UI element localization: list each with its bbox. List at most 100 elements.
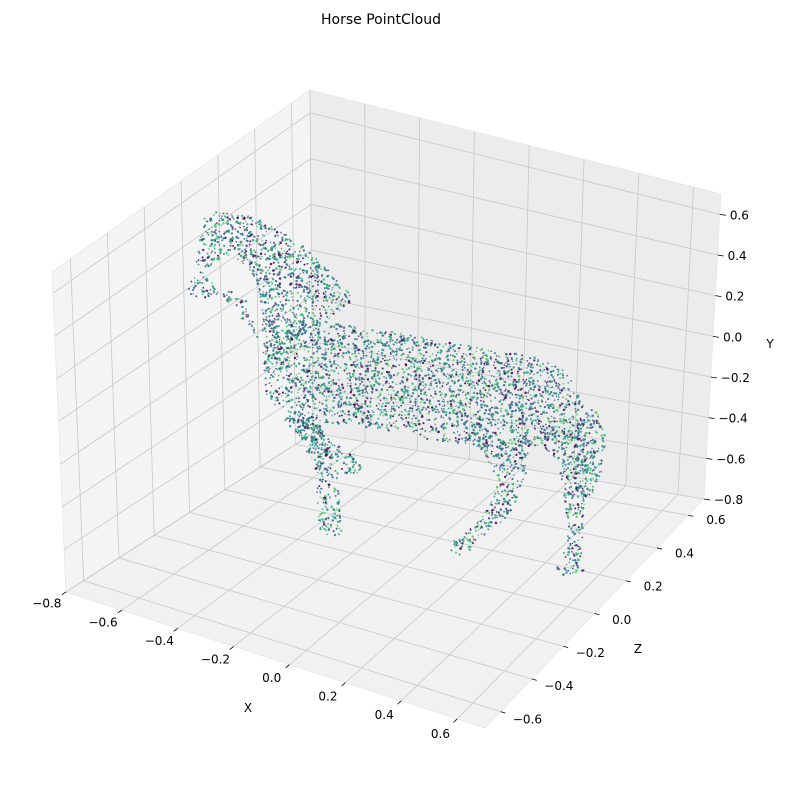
point	[272, 331, 275, 334]
y-grid-line	[56, 203, 716, 379]
point	[571, 456, 574, 459]
point	[313, 262, 316, 264]
point	[565, 507, 568, 511]
point	[477, 443, 481, 447]
point	[557, 382, 560, 385]
point	[414, 404, 417, 407]
point	[354, 350, 357, 353]
point	[579, 547, 582, 550]
point	[312, 308, 315, 311]
point	[386, 418, 388, 421]
point	[305, 357, 308, 360]
point	[550, 426, 553, 429]
point	[267, 258, 269, 261]
point	[271, 282, 274, 285]
point	[322, 461, 325, 465]
point	[443, 364, 446, 366]
point	[297, 333, 299, 335]
point	[285, 350, 288, 354]
point	[315, 418, 317, 421]
point	[445, 411, 448, 414]
point	[302, 417, 305, 420]
point	[478, 369, 482, 372]
point	[299, 424, 302, 427]
point	[418, 412, 422, 415]
point	[591, 489, 594, 492]
point	[575, 489, 577, 491]
point	[299, 284, 302, 287]
point	[494, 410, 498, 414]
point	[261, 243, 264, 247]
point	[477, 534, 480, 537]
point	[239, 226, 241, 229]
point	[252, 255, 255, 258]
point	[500, 361, 503, 365]
point	[396, 352, 398, 355]
point	[286, 330, 288, 333]
point	[591, 438, 594, 442]
point	[555, 382, 558, 385]
point	[414, 357, 416, 359]
point	[509, 365, 511, 368]
point	[235, 304, 238, 307]
point	[473, 384, 475, 387]
point	[498, 447, 501, 450]
point	[582, 425, 585, 427]
point	[405, 358, 408, 361]
point	[466, 354, 469, 357]
point	[319, 496, 321, 498]
point	[353, 326, 356, 328]
point	[582, 448, 585, 451]
point	[296, 304, 298, 307]
point	[265, 316, 268, 319]
point	[484, 382, 487, 385]
x-tick-label: −0.6	[88, 615, 117, 629]
point	[506, 357, 509, 359]
point	[253, 327, 255, 329]
point	[275, 351, 278, 354]
z-tick-label: 0.6	[706, 513, 725, 527]
point	[269, 340, 271, 343]
point	[510, 449, 513, 452]
point	[496, 499, 499, 502]
point	[579, 453, 581, 455]
point	[376, 382, 380, 385]
point	[503, 452, 506, 455]
point	[584, 478, 587, 481]
point	[252, 274, 256, 277]
point	[486, 355, 489, 358]
point	[213, 231, 216, 233]
point	[206, 231, 209, 234]
point	[276, 378, 279, 382]
point	[504, 389, 507, 392]
point	[330, 369, 333, 372]
point	[418, 379, 421, 382]
point	[306, 436, 308, 439]
point	[404, 390, 407, 393]
point	[442, 426, 445, 429]
point	[347, 291, 350, 294]
point	[285, 374, 288, 377]
point	[193, 287, 195, 289]
point	[325, 298, 327, 301]
point	[494, 516, 497, 519]
point	[221, 215, 223, 217]
point	[275, 339, 278, 341]
point	[276, 308, 278, 311]
point	[581, 463, 584, 467]
point	[566, 475, 569, 478]
point	[287, 362, 290, 365]
point	[515, 435, 518, 438]
point	[294, 382, 297, 385]
point	[286, 295, 288, 297]
point	[568, 403, 571, 406]
point	[317, 460, 320, 463]
point	[533, 359, 536, 362]
point	[516, 372, 519, 375]
point	[566, 570, 569, 573]
point	[338, 395, 341, 399]
point	[261, 329, 264, 332]
point	[278, 342, 281, 345]
point	[514, 409, 517, 413]
point	[292, 421, 295, 424]
